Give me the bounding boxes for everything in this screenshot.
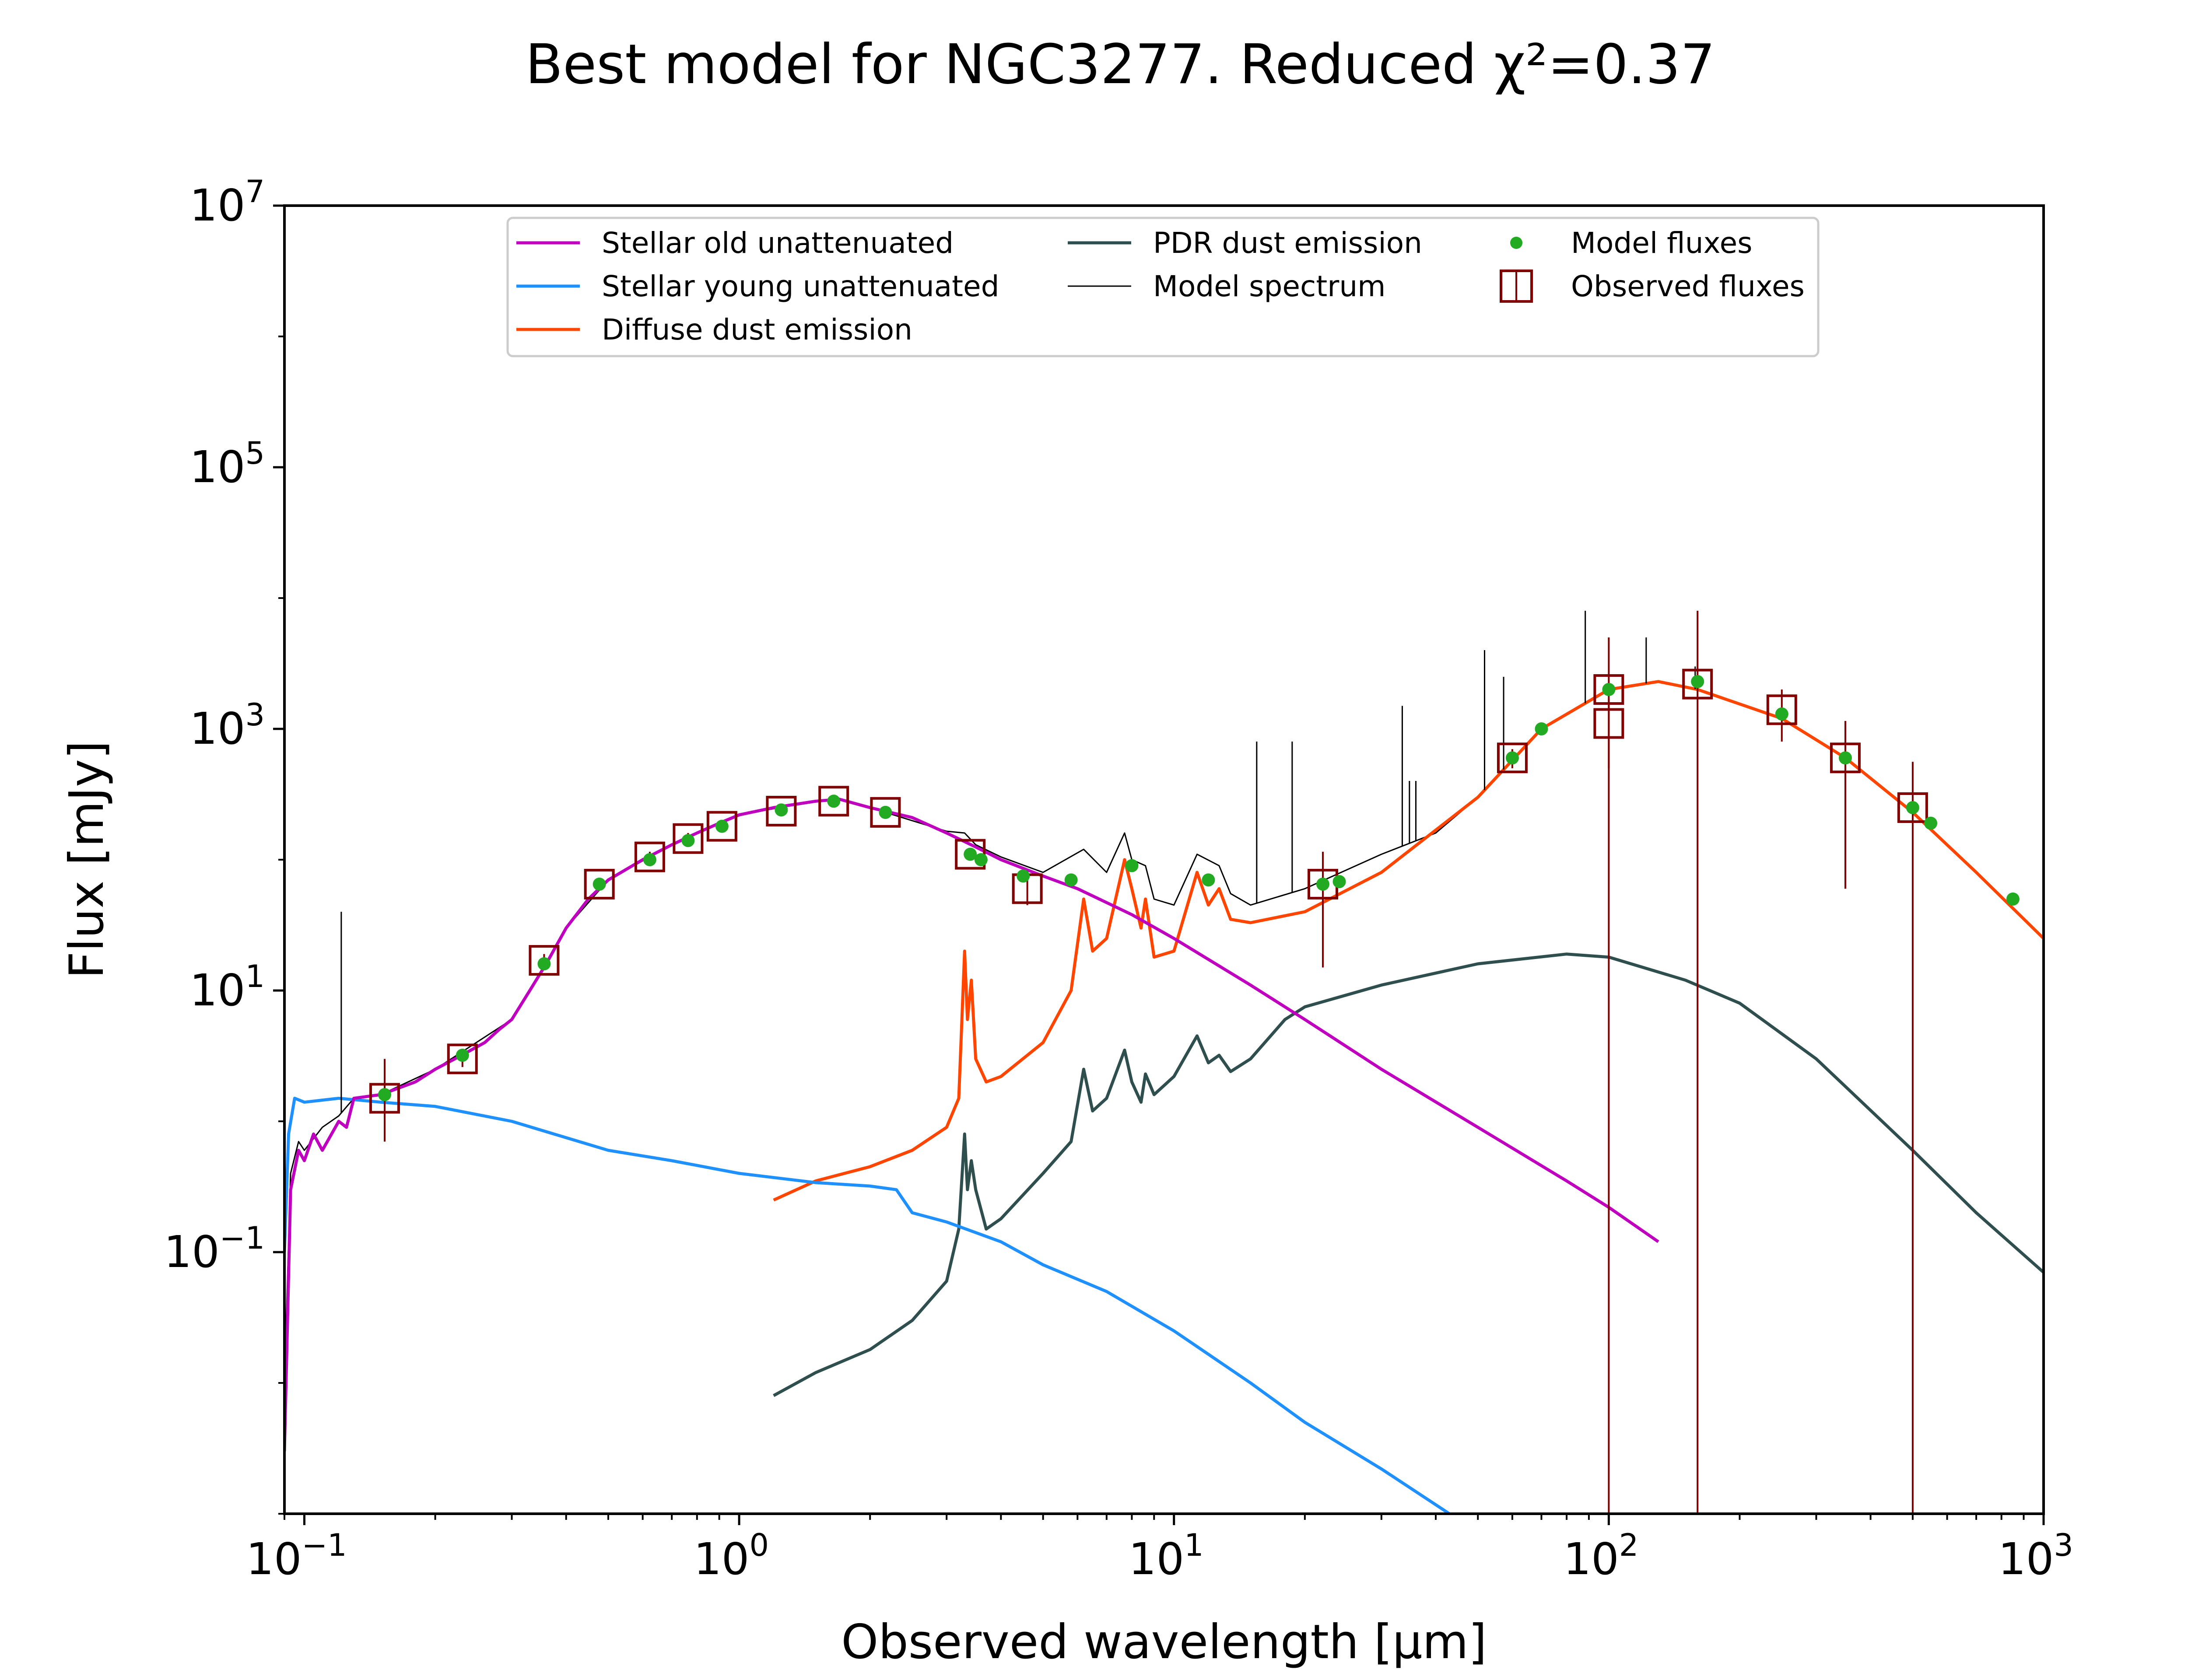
model-flux-point (715, 819, 729, 833)
y-tick-label: 105 (189, 435, 265, 493)
x-axis-label: Observed wavelength [μm] (841, 1615, 1487, 1670)
y-tick-label: 103 (189, 697, 265, 754)
model-flux-point (1691, 675, 1704, 688)
model-flux-point (1535, 722, 1548, 735)
model-flux-point (1125, 859, 1139, 872)
observed-flux-marker (1830, 742, 1861, 774)
observed-flux-marker (870, 797, 901, 828)
model-flux-point (827, 794, 841, 808)
observed-flux-point (1593, 637, 1624, 1514)
observed-flux-marker (529, 945, 560, 976)
model-flux-point (1505, 751, 1519, 765)
observed-flux-point (1682, 610, 1713, 1514)
model-flux-point (681, 834, 695, 847)
legend-label-observed-fluxes: Observed fluxes (1571, 270, 1805, 303)
observed-flux-point (1897, 762, 1928, 1514)
y-axis-label: Flux [mJy] (60, 741, 114, 979)
chart-title: Best model for NGC3277. Reduced χ²=0.37 (525, 33, 1715, 96)
legend-label-stellar-young: Stellar young unattenuated (602, 270, 999, 303)
model-flux-point (1906, 801, 1919, 815)
model-flux-point (879, 805, 892, 819)
model-flux-point (456, 1048, 469, 1062)
observed-flux-marker (584, 868, 615, 900)
model-flux-point (643, 853, 656, 866)
legend-marker-model-fluxes (1510, 237, 1522, 249)
observed-flux-marker (766, 796, 797, 827)
observed-flux-marker (634, 841, 665, 872)
observed-flux-point (1593, 699, 1624, 769)
legend-marker-observed-fluxes (1500, 270, 1533, 303)
plot-frame (283, 204, 2045, 1515)
plot-area (284, 610, 2044, 1514)
model-flux-point (1332, 875, 1346, 889)
observed-flux-marker (706, 811, 737, 842)
model-flux-point (1064, 873, 1078, 887)
legend-box (506, 217, 1820, 357)
legend-label-model-spectrum: Model spectrum (1153, 270, 1385, 303)
y-tick-label: 107 (189, 174, 265, 231)
observed-flux-marker (1593, 708, 1624, 739)
x-tick-label: 101 (1129, 1527, 1204, 1585)
legend-label-stellar-old: Stellar old unattenuated (602, 226, 954, 260)
y-tick-label: 10−1 (164, 1220, 265, 1278)
x-axis: 10−1 100 101 102 103 (246, 1514, 2073, 1585)
model-flux-point (1202, 873, 1215, 887)
series-line-stellar-old (284, 798, 1659, 1452)
model-flux-point (2006, 892, 2020, 906)
legend: Stellar old unattenuated Stellar young u… (506, 217, 1820, 357)
observed-flux-marker (369, 1083, 400, 1114)
observed-flux-marker (673, 823, 704, 854)
observed-flux-marker (818, 786, 849, 817)
model-flux-point (775, 803, 788, 817)
model-flux-point (593, 877, 606, 891)
observed-flux-point (1307, 851, 1338, 968)
x-tick-label: 10−1 (246, 1527, 347, 1585)
model-flux-point (1017, 869, 1030, 883)
model-flux-point (1924, 816, 1938, 830)
x-tick-label: 102 (1563, 1527, 1638, 1585)
observed-flux-marker (447, 1043, 478, 1074)
legend-label-model-fluxes: Model fluxes (1571, 226, 1753, 260)
legend-label-diffuse-dust: Diffuse dust emission (602, 313, 912, 346)
observed-flux-marker (1766, 694, 1797, 725)
model-flux-point (1838, 751, 1852, 765)
series-line-stellar-young (284, 1096, 1451, 1514)
model-flux-point (974, 853, 988, 866)
series-line-diffuse-dust (773, 680, 2044, 1202)
series-line-pdr-dust (773, 952, 2044, 1397)
observed-flux-marker (1682, 668, 1713, 700)
observed-flux-marker (1497, 742, 1528, 774)
y-tick-label: 101 (189, 959, 265, 1016)
legend-label-pdr-dust: PDR dust emission (1153, 226, 1422, 260)
x-tick-label: 103 (1998, 1527, 2073, 1585)
model-flux-point (537, 957, 551, 970)
x-tick-label: 100 (694, 1527, 769, 1585)
model-flux-point (1316, 877, 1329, 891)
observed-flux-marker (1897, 792, 1928, 823)
model-flux-point (1775, 707, 1788, 721)
y-axis: 10−1 101 103 105 107 (164, 174, 284, 1515)
model-flux-point (378, 1088, 391, 1101)
model-flux-point (1602, 682, 1616, 696)
observed-flux-point (1830, 721, 1861, 889)
model-flux-point (964, 847, 977, 861)
